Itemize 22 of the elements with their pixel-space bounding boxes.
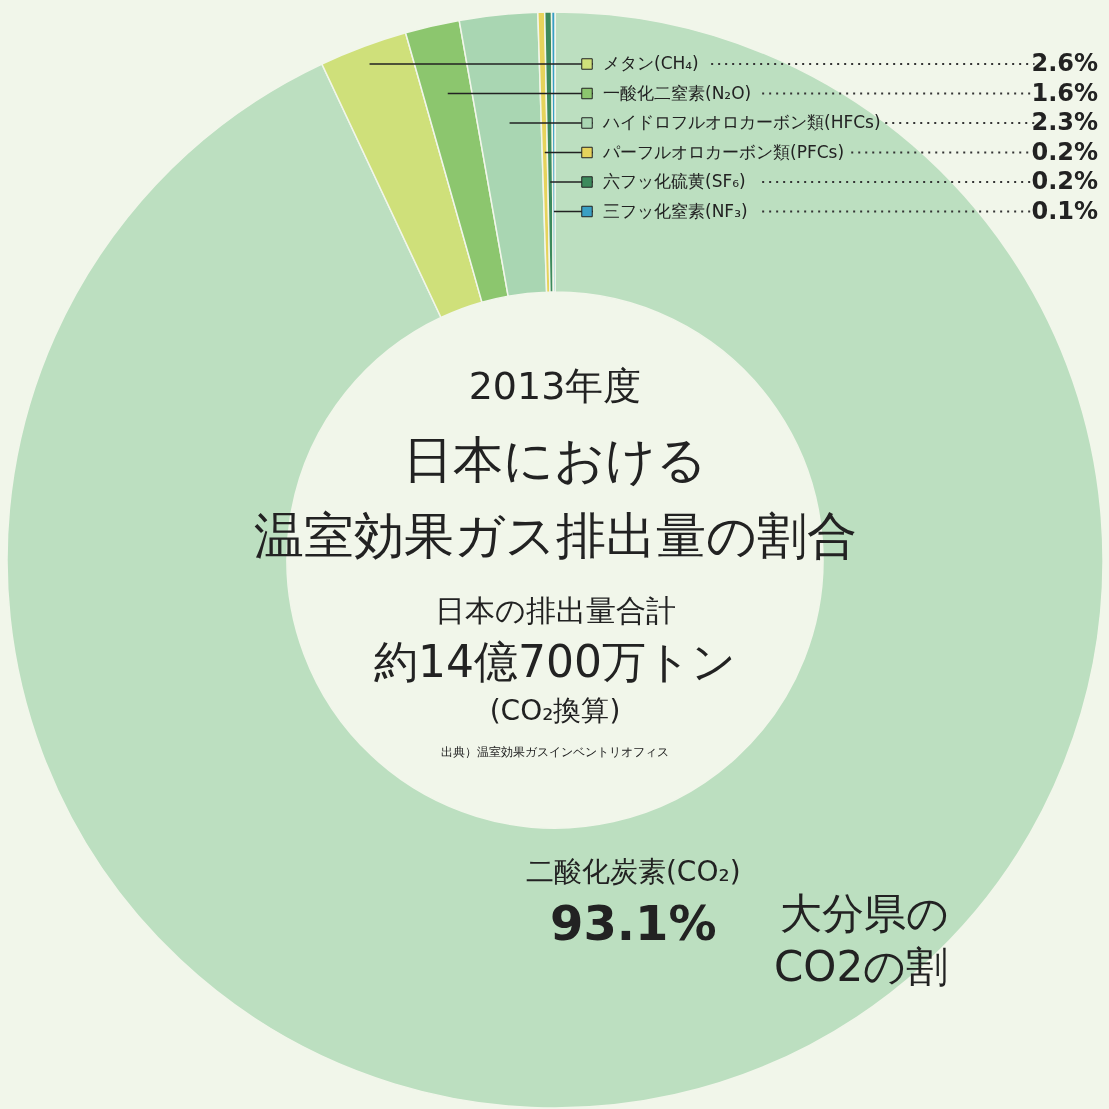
data-label: 0.1%	[1031, 196, 1098, 225]
data-label: 2.3%	[1031, 108, 1098, 136]
source-note: 出典）温室効果ガスインベントリオフィス	[441, 745, 669, 759]
text: 約14億700万トン	[374, 636, 736, 687]
data-label: 93.1%	[550, 894, 717, 951]
data-label: 0.2%	[1031, 167, 1098, 195]
slice-label: 二酸化炭素(CO₂)	[525, 854, 741, 888]
legend-label: メタン(CH₄)	[603, 53, 699, 73]
text: 2013年度	[468, 364, 642, 408]
legend-label: ハイドロフルオロカーボン類(HFCs)	[602, 112, 881, 132]
text: (CO₂換算)	[489, 694, 621, 727]
text: CO2の割	[774, 942, 949, 991]
legend-label: 三フッ化窒素(NF₃)	[603, 200, 748, 221]
legend-label: 一酸化二窒素(N₂O)	[603, 82, 752, 103]
legend-label: パーフルオロカーボン類(PFCs)	[602, 141, 845, 162]
data-label: 2.6%	[1031, 49, 1098, 77]
text: 日本の排出量合計	[434, 593, 676, 628]
text: 大分県の	[779, 889, 949, 938]
data-label: 1.6%	[1031, 78, 1098, 107]
text: 日本における温室効果ガス排出量の割合	[253, 431, 857, 565]
data-label: 0.2%	[1031, 137, 1098, 166]
legend-label: 六フッ化硫黄(SF₆)	[603, 171, 746, 191]
